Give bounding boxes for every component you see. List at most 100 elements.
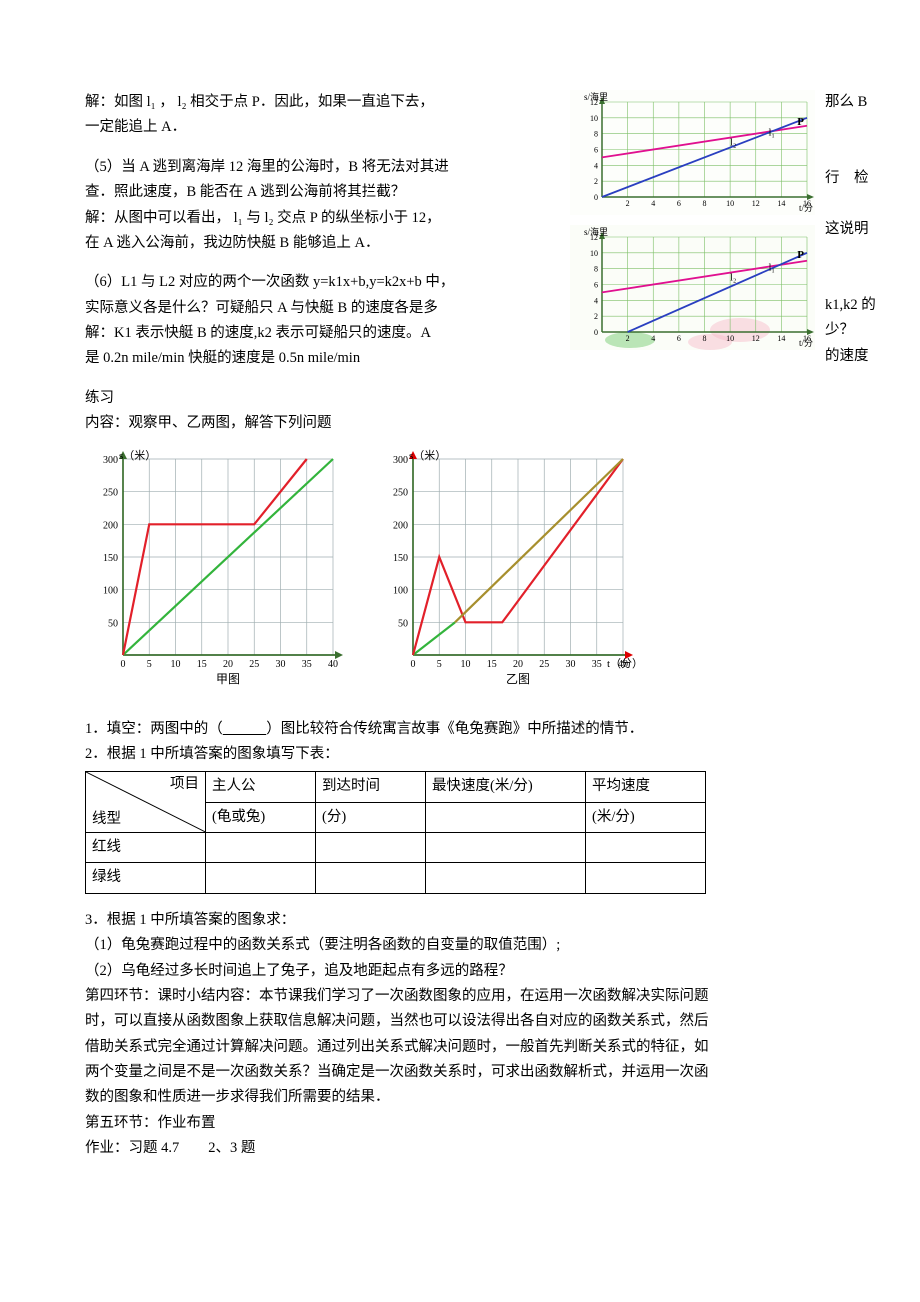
svg-text:14: 14	[777, 199, 785, 208]
svg-text:10: 10	[726, 199, 734, 208]
svg-text:4: 4	[651, 199, 655, 208]
p: 是 0.2n mile/min 快艇的速度是 0.5n mile/min	[85, 346, 560, 371]
svg-text:300: 300	[103, 455, 118, 466]
diag-bot: 线型	[92, 807, 121, 832]
svg-text:甲图: 甲图	[216, 672, 240, 686]
p: 这说明	[825, 217, 835, 242]
svg-text:s（米）: s（米）	[409, 449, 446, 462]
svg-text:10: 10	[726, 334, 734, 343]
svg-text:l₁: l₁	[769, 263, 775, 274]
svg-text:4: 4	[594, 296, 598, 305]
svg-text:10: 10	[461, 659, 471, 670]
svg-text:250: 250	[393, 487, 408, 498]
practice-charts: 501001502002503000510152025303540s（米）甲图5…	[85, 445, 835, 705]
p: 那么 B	[825, 90, 835, 115]
q1-blank	[223, 721, 267, 737]
svg-text:30: 30	[566, 659, 576, 670]
svg-text:乙图: 乙图	[506, 672, 530, 686]
svg-text:150: 150	[393, 553, 408, 564]
row-label: 绿线	[86, 863, 206, 893]
svg-text:2: 2	[594, 312, 598, 321]
svg-text:100: 100	[393, 585, 408, 596]
svg-text:0: 0	[594, 193, 598, 202]
svg-text:6: 6	[594, 146, 598, 155]
p: k1,k2 的	[825, 293, 835, 318]
svg-text:0: 0	[121, 659, 126, 670]
svg-text:12: 12	[752, 334, 760, 343]
para5: 第五环节：作业布置	[85, 1111, 835, 1136]
row-label: 红线	[86, 833, 206, 863]
p: 实际意义各是什么？可疑船只 A 与快艇 B 的速度各是多	[85, 296, 560, 321]
q1-pre: 1．填空：两图中的（	[85, 721, 223, 737]
svg-text:30: 30	[276, 659, 286, 670]
svg-text:s/海里: s/海里	[584, 226, 608, 237]
q2: 2．根据 1 中所填答案的图象填写下表：	[85, 742, 835, 767]
svg-text:250: 250	[103, 487, 118, 498]
svg-text:50: 50	[398, 618, 408, 629]
p: 的速度	[825, 344, 835, 369]
svg-text:25: 25	[539, 659, 549, 670]
diag-top: 项目	[170, 772, 199, 797]
svg-text:0: 0	[411, 659, 416, 670]
th: (龟或兔)	[206, 802, 316, 832]
p: （6）L1 与 L2 对应的两个一次函数 y=k1x+b,y=k2x+b 中，	[85, 270, 560, 295]
p: （5）当 A 逃到离海岸 12 海里的公海时，B 将无法对其进	[85, 155, 560, 180]
cell	[316, 833, 426, 863]
th: (分)	[316, 802, 426, 832]
hw: 作业：习题 4.7 2、3 题	[85, 1136, 835, 1161]
cell	[206, 863, 316, 893]
svg-text:25: 25	[249, 659, 259, 670]
svg-text:10: 10	[590, 249, 598, 258]
q3-1: （1）龟兔赛跑过程中的函数关系式（要注明各函数的自变量的取值范围）;	[85, 933, 835, 958]
th: (米/分)	[586, 802, 706, 832]
svg-text:2: 2	[626, 334, 630, 343]
svg-text:35: 35	[302, 659, 312, 670]
svg-text:2: 2	[626, 199, 630, 208]
svg-text:4: 4	[651, 334, 655, 343]
svg-text:0: 0	[594, 328, 598, 337]
svg-text:200: 200	[103, 520, 118, 531]
svg-text:t（分）: t（分）	[607, 657, 643, 670]
svg-text:15: 15	[197, 659, 207, 670]
p: 一定能追上 A．	[85, 115, 560, 140]
svg-text:8: 8	[594, 130, 598, 139]
svg-text:20: 20	[223, 659, 233, 670]
table-row: 项目 线型 主人公 到达时间 最快速度(米/分) 平均速度	[86, 772, 706, 802]
q1: 1．填空：两图中的（ ）图比较符合传统寓言故事《龟兔赛跑》中所描述的情节．	[85, 717, 835, 742]
top-section: 解：如图 l₁ ， l₂ 相交于点 P．因此，如果一直追下去， 一定能追上 A．…	[85, 90, 835, 372]
svg-text:50: 50	[108, 618, 118, 629]
para4: 借助关系式完全通过计算解决问题。通过列出关系式解决问题时，一般首先判断关系式的特…	[85, 1035, 835, 1060]
svg-text:8: 8	[703, 334, 707, 343]
para4: 时，可以直接从函数图象上获取信息解决问题，当然也可以设法得出各自对应的函数关系式…	[85, 1009, 835, 1034]
svg-text:6: 6	[677, 334, 681, 343]
cell	[426, 863, 586, 893]
side-charts: 024681012246810121416s/海里t/分l₁l₂P0246810…	[570, 90, 815, 372]
practice-heading: 练习	[85, 386, 835, 411]
svg-text:s（米）: s（米）	[119, 449, 156, 462]
diag-header: 项目 线型	[86, 772, 206, 833]
svg-text:10: 10	[171, 659, 181, 670]
svg-text:10: 10	[590, 114, 598, 123]
p: 少？	[825, 318, 835, 343]
para4: 两个变量之间是不是一次函数关系？当确定是一次函数关系时，可求出函数解析式，并运用…	[85, 1060, 835, 1085]
p: 在 A 逃入公海前，我边防快艇 B 能够追上 A．	[85, 231, 560, 256]
svg-text:8: 8	[594, 265, 598, 274]
svg-text:8: 8	[703, 199, 707, 208]
svg-text:4: 4	[594, 161, 598, 170]
svg-text:l₂: l₂	[730, 138, 736, 149]
p: 行 检	[825, 166, 835, 191]
svg-text:20: 20	[513, 659, 523, 670]
para4: 第四环节：课时小结内容：本节课我们学习了一次函数图象的应用，在运用一次函数解决实…	[85, 984, 835, 1009]
svg-text:15: 15	[487, 659, 497, 670]
q3-2: （2）乌龟经过多长时间追上了兔子，追及地距起点有多远的路程？	[85, 959, 835, 984]
svg-text:t/分: t/分	[799, 203, 813, 213]
side-charts-svg: 024681012246810121416s/海里t/分l₁l₂P0246810…	[570, 90, 815, 350]
svg-text:l₂: l₂	[730, 273, 736, 284]
cell	[316, 863, 426, 893]
svg-text:35: 35	[592, 659, 602, 670]
svg-text:12: 12	[752, 199, 760, 208]
svg-text:P: P	[797, 249, 804, 261]
th: 主人公	[206, 772, 316, 802]
svg-text:5: 5	[147, 659, 152, 670]
svg-text:200: 200	[393, 520, 408, 531]
